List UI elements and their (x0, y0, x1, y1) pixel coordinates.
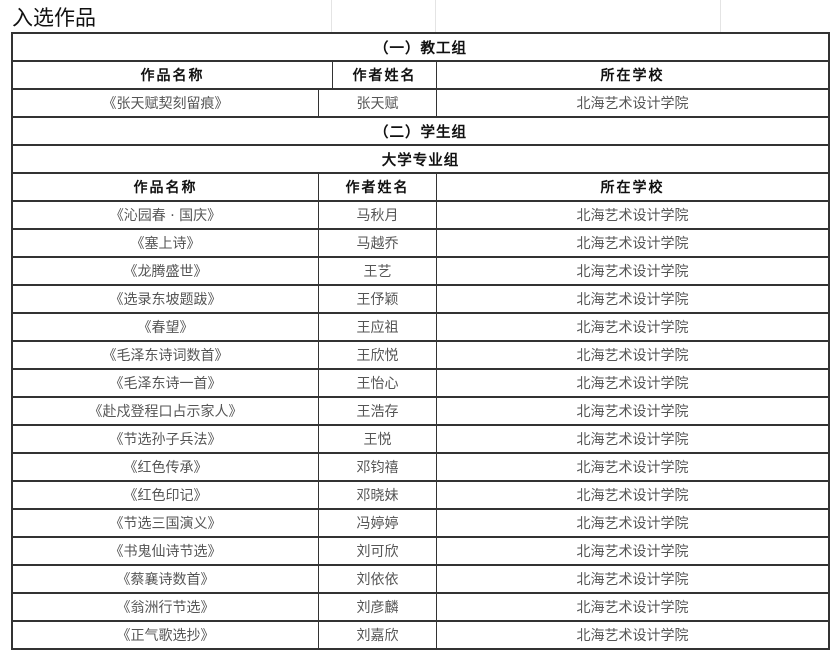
school-name: 北海艺术设计学院 (576, 516, 689, 532)
author-name: 马越乔 (319, 230, 437, 256)
subgroup-label: 大学专业组 (381, 152, 460, 169)
work-title: 《红色传承》 (13, 454, 319, 480)
column-header: 作者姓名 (333, 62, 437, 88)
work-title: 《沁园春 · 国庆》 (13, 202, 319, 228)
table-row: 《红色传承》 邓钧禧 北海艺术设计学院 (13, 454, 828, 482)
author-name: 马秋月 (319, 202, 437, 228)
school-name: 北海艺术设计学院 (576, 544, 689, 560)
author-name: 刘可欣 (319, 538, 437, 564)
table-row: 《沁园春 · 国庆》 马秋月 北海艺术设计学院 (13, 202, 828, 230)
author-name: 王欣悦 (319, 342, 437, 368)
school-name: 北海艺术设计学院 (576, 404, 689, 420)
work-title: 《毛泽东诗一首》 (13, 370, 319, 396)
school-name: 北海艺术设计学院 (576, 236, 689, 252)
table-row: 《张天赋契刻留痕》 张天赋 北海艺术设计学院 (13, 90, 828, 118)
author-name: 王怡心 (319, 370, 437, 396)
work-title: 《选录东坡题跋》 (13, 286, 319, 312)
school-name: 北海艺术设计学院 (576, 460, 689, 476)
school-name: 北海艺术设计学院 (576, 320, 689, 336)
school-name: 北海艺术设计学院 (576, 208, 689, 224)
work-title: 《毛泽东诗词数首》 (13, 342, 319, 368)
gridline (720, 0, 721, 32)
school-name: 北海艺术设计学院 (576, 628, 689, 644)
work-title: 《书鬼仙诗节选》 (13, 538, 319, 564)
work-title: 《翁洲行节选》 (13, 594, 319, 620)
column-header: 所在学校 (600, 68, 665, 84)
work-title: 《龙腾盛世》 (13, 258, 319, 284)
table-row: 《塞上诗》 马越乔 北海艺术设计学院 (13, 230, 828, 258)
school-name: 北海艺术设计学院 (576, 432, 689, 448)
work-title: 《蔡襄诗数首》 (13, 566, 319, 592)
subgroup-label-row: 大学专业组 (13, 146, 828, 174)
student-group-label-row: （二）学生组 (13, 118, 828, 146)
work-title: 《塞上诗》 (13, 230, 319, 256)
table-row: 《赴戍登程口占示家人》 王浩存 北海艺术设计学院 (13, 398, 828, 426)
table-row: 《翁洲行节选》 刘彦麟 北海艺术设计学院 (13, 594, 828, 622)
table-row: 《毛泽东诗词数首》 王欣悦 北海艺术设计学院 (13, 342, 828, 370)
work-title: 《节选三国演义》 (13, 510, 319, 536)
gridline (331, 0, 332, 32)
author-name: 冯婷婷 (319, 510, 437, 536)
school-name: 北海艺术设计学院 (576, 264, 689, 280)
table-row: 《蔡襄诗数首》 刘依依 北海艺术设计学院 (13, 566, 828, 594)
table-row: 《节选三国演义》 冯婷婷 北海艺术设计学院 (13, 510, 828, 538)
work-title: 《春望》 (13, 314, 319, 340)
staff-group-label: （一）教工组 (374, 40, 467, 57)
author-name: 邓晓妹 (319, 482, 437, 508)
author-name: 王浩存 (319, 398, 437, 424)
table-row: 《选录东坡题跋》 王伃颖 北海艺术设计学院 (13, 286, 828, 314)
school-name: 北海艺术设计学院 (576, 376, 689, 392)
table-row: 《节选孙子兵法》 王悦 北海艺术设计学院 (13, 426, 828, 454)
author-name: 邓钧禧 (319, 454, 437, 480)
work-title: 《红色印记》 (13, 482, 319, 508)
school-name: 北海艺术设计学院 (576, 292, 689, 308)
author-name: 王应祖 (319, 314, 437, 340)
table-row: 《红色印记》 邓晓妹 北海艺术设计学院 (13, 482, 828, 510)
header-row: 作品名称 作者姓名 所在学校 (13, 62, 828, 90)
school-name: 北海艺术设计学院 (576, 572, 689, 588)
work-title: 《正气歌选抄》 (13, 622, 319, 648)
school-name: 北海艺术设计学院 (576, 488, 689, 504)
table-row: 《书鬼仙诗节选》 刘可欣 北海艺术设计学院 (13, 538, 828, 566)
gridline (435, 0, 436, 32)
header-row: 作品名称 作者姓名 所在学校 (13, 174, 828, 202)
works-table: （一）教工组 作品名称 作者姓名 所在学校 《张天赋契刻留痕》 张天赋 北海艺术设计学院 （二… (11, 32, 830, 650)
column-header: 作者姓名 (319, 174, 437, 200)
column-header: 作品名称 (13, 62, 333, 88)
staff-group-label-row: （一）教工组 (13, 34, 828, 62)
school-name: 北海艺术设计学院 (576, 96, 689, 112)
author-name: 刘彦麟 (319, 594, 437, 620)
table-row: 《正气歌选抄》 刘嘉欣 北海艺术设计学院 (13, 622, 828, 650)
school-name: 北海艺术设计学院 (576, 600, 689, 616)
work-title: 《节选孙子兵法》 (13, 426, 319, 452)
table-row: 《龙腾盛世》 王艺 北海艺术设计学院 (13, 258, 828, 286)
column-header: 作品名称 (13, 174, 319, 200)
student-group-label: （二）学生组 (374, 124, 467, 141)
author-name: 王伃颖 (319, 286, 437, 312)
table-row: 《毛泽东诗一首》 王怡心 北海艺术设计学院 (13, 370, 828, 398)
author-name: 刘依依 (319, 566, 437, 592)
column-header: 所在学校 (600, 180, 665, 196)
author-name: 张天赋 (319, 90, 437, 116)
work-title: 《赴戍登程口占示家人》 (13, 398, 319, 424)
author-name: 刘嘉欣 (319, 622, 437, 648)
table-row: 《春望》 王应祖 北海艺术设计学院 (13, 314, 828, 342)
school-name: 北海艺术设计学院 (576, 348, 689, 364)
work-title: 《张天赋契刻留痕》 (13, 90, 319, 116)
author-name: 王悦 (319, 426, 437, 452)
sheet-title: 入选作品 (12, 6, 96, 30)
author-name: 王艺 (319, 258, 437, 284)
